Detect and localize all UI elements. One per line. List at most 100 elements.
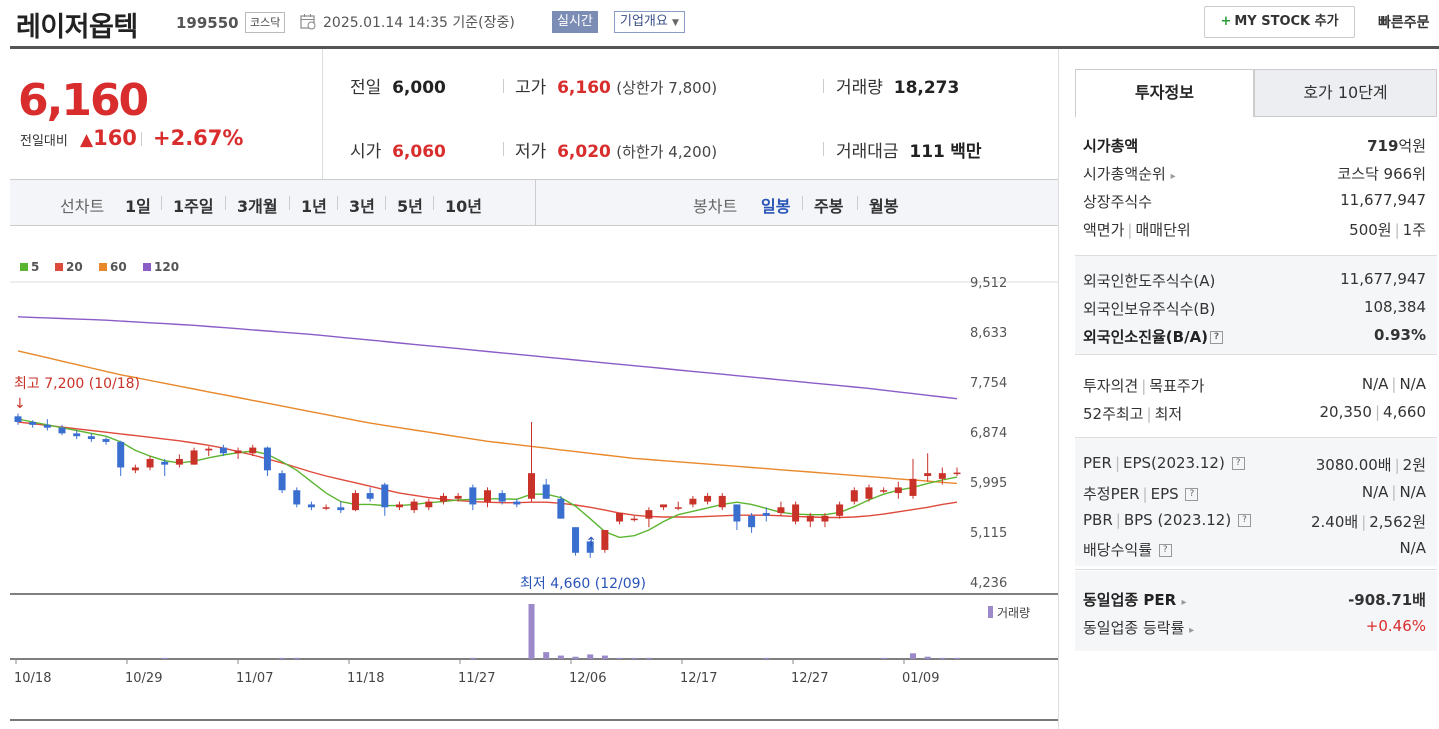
legend-label-5: 5 [31,260,39,274]
industry-section [1075,571,1437,651]
candle-body [660,504,668,508]
candle-body [513,501,521,505]
help-icon[interactable]: ? [1231,457,1245,470]
row-value-text: N/A [1361,483,1389,501]
my-stock-label: MY STOCK 추가 [1234,14,1339,29]
candle-body [484,490,491,502]
row-value-text: 500원 [1349,221,1392,239]
period-5y[interactable]: 5년 [397,197,423,216]
row-label: 투자의견 | 목표주가 [1083,377,1205,395]
row-label: 동일업종 PER ▸ [1083,589,1186,610]
period-1y[interactable]: 1년 [301,197,327,216]
row-value: 500원 | 1주 [1349,221,1426,239]
ma120-line [17,316,958,400]
candle-body [938,473,946,479]
volume-bar [572,656,579,659]
row-est-per: 추정PER | EPS ? N/A | N/A [1083,483,1426,507]
candle-body [601,530,609,550]
row-label: 추정PER | EPS ? [1083,483,1199,504]
candle-monthly[interactable]: 월봉 [869,197,899,216]
row-label-text: 액면가 [1083,221,1125,239]
x-tick-label: 10/29 [125,671,162,686]
chevron-down-icon: ▼ [671,18,679,28]
price-chart[interactable]: 5 20 60 120 9,512 8,633 7,754 6,874 5,995 5,115 4,… [10,226,1058,720]
volume-bar [528,604,535,659]
header-divider [10,46,1439,49]
row-label-text: 추정PER [1083,485,1140,503]
candle-body [894,487,902,494]
row-value-text: N/A [1361,375,1389,393]
up-triangle-icon: ▲ [80,130,94,150]
row-label-text: BPS (2023.12) [1123,511,1232,529]
divider [337,196,338,210]
upper-limit: (상한가 7,800) [616,79,718,97]
row-foreign-ratio: 외국인소진율(B/A)? 0.93% [1083,326,1426,350]
candle-body [14,416,22,422]
candle-body [586,541,594,553]
candle-body [836,504,844,516]
row-value: 719억원 [1367,135,1426,156]
candle-body [630,518,638,521]
candle-weekly[interactable]: 주봉 [814,197,844,216]
high-annotation: 최고 7,200 (10/18) [14,376,140,392]
candle-body [234,450,242,454]
row-dividend: 배당수익률 ? N/A [1083,539,1426,563]
candle-body [792,504,800,522]
row-label-text: 매매단위 [1135,221,1191,239]
company-overview-dropdown[interactable]: 기업개요 ▼ [614,11,685,33]
help-icon[interactable]: ? [1210,331,1224,344]
candle-body [674,507,682,509]
price-change: ▲160 [80,126,137,150]
candle-body [205,448,213,451]
my-stock-add-button[interactable]: + MY STOCK 추가 [1204,6,1355,38]
divider [802,196,803,210]
volume-bar [601,655,608,659]
volume-bar [543,652,550,659]
candle-body [557,498,565,519]
period-10y[interactable]: 10년 [445,197,482,216]
legend-swatch-5 [20,263,28,271]
row-value: 코스닥 966위 [1337,165,1426,183]
divider [503,79,504,93]
x-tick-label: 01/09 [902,671,939,686]
row-value-text: N/A [1399,483,1426,501]
realtime-button[interactable]: 실시간 [552,11,598,33]
x-tick-label: 11/18 [347,671,384,686]
legend-swatch-60 [99,263,107,271]
row-value-text: 2,562원 [1369,513,1426,531]
row-par-value: 액면가 | 매매단위 500원 | 1주 [1083,219,1426,243]
volume-bar [763,657,770,659]
help-icon[interactable]: ? [1237,514,1251,527]
row-value: N/A | N/A [1361,375,1426,393]
help-icon[interactable]: ? [1185,488,1199,501]
tab-investment-info[interactable]: 투자정보 [1075,69,1254,117]
help-icon[interactable]: ? [1158,544,1172,557]
divider [289,196,290,210]
row-label-text: 시가총액순위 [1083,165,1166,183]
y-tick-label: 7,754 [970,376,1007,391]
stat-value: 6,000 [392,78,446,98]
candle-daily[interactable]: 일봉 [761,197,791,216]
period-3y[interactable]: 3년 [349,197,375,216]
period-3m[interactable]: 3개월 [237,197,278,216]
row-value-text: 4,660 [1383,403,1426,421]
y-tick-label: 4,236 [970,576,1007,591]
tab-order-book[interactable]: 호가 10단계 [1254,69,1437,117]
stock-name: 레이저옵텍 [16,12,138,43]
legend-swatch-120 [143,263,151,271]
row-value: 0.93% [1373,326,1426,344]
candle-body [381,484,389,508]
row-value: 11,677,947 [1340,270,1426,288]
volume-bar [954,657,960,659]
candle-body [395,504,403,508]
row-label-text: EPS [1150,485,1179,503]
period-1d[interactable]: 1일 [125,197,151,216]
row-label: 외국인보유주식수(B) [1083,300,1216,318]
row-label-text: PER [1083,454,1112,472]
quick-order-link[interactable]: 빠른주문 [1378,15,1430,31]
volume-bar [587,654,594,659]
candle-body [733,504,741,522]
candle-body [43,424,51,428]
period-1w[interactable]: 1주일 [173,197,214,216]
candle-body [850,490,858,502]
